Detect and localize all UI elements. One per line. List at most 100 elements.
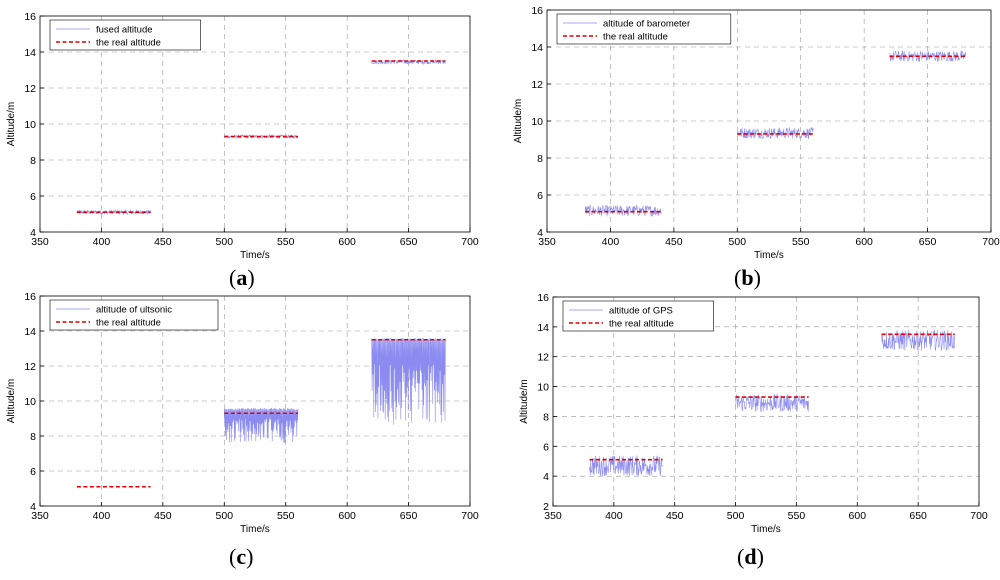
x-tick-label: 700	[461, 236, 479, 248]
x-tick-label: 650	[909, 510, 927, 522]
y-tick-label: 12	[24, 83, 36, 95]
x-tick-label: 400	[93, 236, 111, 248]
legend-box	[562, 300, 714, 332]
chart-panel-b: 350 400 450 500 550 600 650 700 4 6 8 10 12 14 16 Time/…	[513, 5, 1000, 261]
x-axis-label: Time/s	[240, 250, 270, 261]
series-measured-segment	[889, 50, 966, 63]
y-tick-label: 8	[30, 155, 36, 167]
legend-label: fused altitude	[96, 25, 153, 36]
y-tick-label: 2	[543, 501, 549, 513]
y-tick-label: 16	[531, 5, 543, 17]
series-measured-segment	[371, 59, 446, 65]
y-tick-label: 4	[30, 501, 36, 513]
x-tick-label: 500	[727, 510, 745, 522]
chart-panel-c: 350 400 450 500 550 600 650 700 4 6 8 10 12 14 16 Time/…	[6, 291, 479, 535]
x-tick-label: 700	[461, 510, 479, 522]
x-tick-label: 600	[338, 510, 356, 522]
y-tick-label: 4	[537, 227, 543, 239]
y-tick-label: 6	[543, 441, 549, 453]
legend-label: the real altitude	[96, 38, 161, 49]
y-tick-label: 6	[537, 190, 543, 202]
y-tick-label: 4	[30, 227, 36, 239]
x-tick-label: 350	[544, 510, 562, 522]
x-tick-label: 650	[400, 236, 418, 248]
series-measured-segment	[584, 204, 662, 217]
legend-label: the real altitude	[96, 318, 161, 329]
chart-panel-a: 350 400 450 500 550 600 650 700 4 6 8 10 12 14 16 Time/…	[6, 11, 479, 261]
x-axis-label: Time/s	[240, 524, 270, 535]
series-measured-segment	[881, 329, 955, 351]
legend-box	[49, 299, 219, 331]
x-tick-label: 550	[792, 236, 810, 248]
x-tick-label: 700	[982, 236, 1000, 248]
y-tick-label: 6	[30, 466, 36, 478]
x-tick-label: 350	[31, 236, 49, 248]
y-tick-label: 10	[537, 382, 549, 394]
x-tick-label: 550	[788, 510, 806, 522]
panel-label-a: (a)	[229, 265, 255, 290]
series-measured-segment	[735, 394, 809, 413]
y-tick-label: 8	[537, 153, 543, 165]
series-measured-segment	[737, 126, 814, 140]
x-tick-label: 450	[154, 236, 172, 248]
y-axis-label: Altitude/m	[6, 379, 17, 423]
y-tick-label: 6	[30, 191, 36, 203]
y-tick-label: 16	[24, 291, 36, 303]
x-tick-label: 600	[849, 510, 867, 522]
x-tick-label: 550	[277, 510, 295, 522]
x-tick-label: 500	[216, 510, 234, 522]
y-tick-label: 14	[24, 326, 36, 338]
legend-label: altitude of GPS	[609, 306, 673, 317]
y-tick-label: 14	[537, 322, 549, 334]
y-tick-label: 16	[537, 292, 549, 304]
y-tick-label: 10	[24, 396, 36, 408]
legend-label: the real altitude	[609, 319, 674, 330]
panel-label-d: (d)	[737, 544, 764, 569]
panel-label-b: (b)	[734, 265, 761, 290]
chart-panel-d: 350 400 450 500 550 600 650 700 2 4 6 8 10 12 14 16 Time…	[519, 292, 988, 535]
x-tick-label: 600	[855, 236, 873, 248]
y-tick-label: 12	[537, 352, 549, 364]
x-tick-label: 450	[665, 236, 683, 248]
panel-label-c: (c)	[229, 544, 254, 569]
legend-label: the real altitude	[603, 32, 668, 43]
x-tick-label: 350	[31, 510, 49, 522]
y-tick-label: 4	[543, 471, 549, 483]
y-tick-label: 8	[30, 431, 36, 443]
x-tick-label: 400	[93, 510, 111, 522]
y-tick-label: 14	[531, 42, 543, 54]
x-tick-label: 500	[216, 236, 234, 248]
y-tick-label: 12	[24, 361, 36, 373]
y-axis-label: Altitude/m	[519, 379, 530, 423]
y-tick-label: 8	[543, 411, 549, 423]
legend-label: altitude of ultsonic	[96, 305, 172, 316]
y-axis-label: Altitude/m	[6, 102, 17, 146]
x-axis-label: Time/s	[754, 250, 784, 261]
y-tick-label: 16	[24, 11, 36, 23]
y-tick-label: 12	[531, 79, 543, 91]
x-tick-label: 400	[605, 510, 623, 522]
x-tick-label: 650	[400, 510, 418, 522]
x-tick-label: 600	[338, 236, 356, 248]
x-axis-label: Time/s	[751, 524, 781, 535]
x-tick-label: 450	[154, 510, 172, 522]
x-tick-label: 450	[666, 510, 684, 522]
x-tick-label: 550	[277, 236, 295, 248]
legend-box	[556, 13, 732, 45]
y-tick-label: 10	[531, 116, 543, 128]
legend-label: altitude of barometer	[603, 19, 690, 30]
y-tick-label: 14	[24, 47, 36, 59]
plot-area	[40, 16, 470, 232]
legend-box	[49, 19, 201, 51]
series-measured-segment	[76, 209, 151, 216]
series-measured-segment	[224, 407, 299, 443]
x-tick-label: 350	[538, 236, 556, 248]
x-tick-label: 650	[919, 236, 937, 248]
x-tick-label: 500	[729, 236, 747, 248]
x-tick-label: 700	[970, 510, 988, 522]
y-axis-label: Altitude/m	[513, 99, 524, 143]
x-tick-label: 400	[602, 236, 620, 248]
axes-box	[552, 296, 980, 507]
y-tick-label: 10	[24, 119, 36, 131]
